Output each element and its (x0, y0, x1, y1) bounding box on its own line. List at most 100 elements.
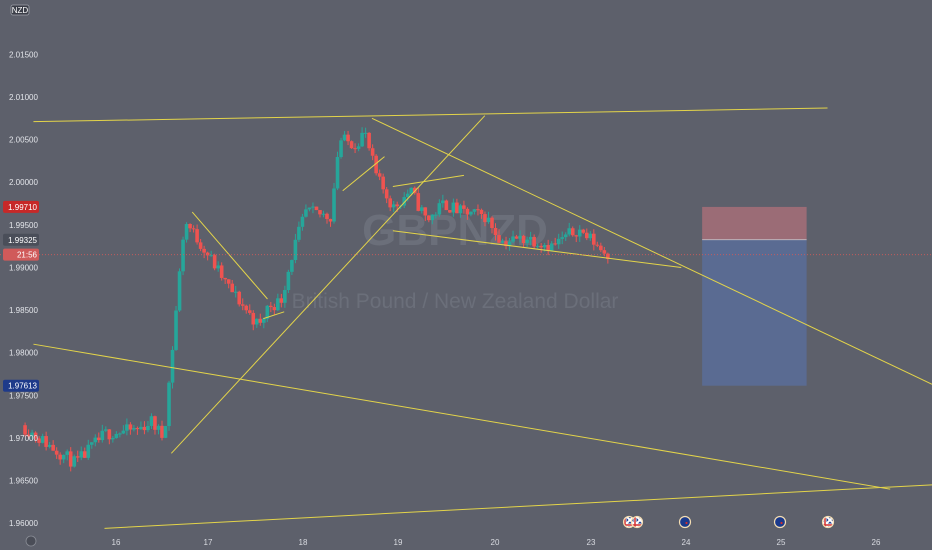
candle-body (514, 236, 519, 239)
candle-body (409, 187, 414, 194)
upper-resistance-line (33, 107, 828, 123)
candle-body (163, 426, 168, 438)
candle (93, 434, 98, 447)
candle (514, 234, 519, 239)
candle (216, 261, 220, 272)
candle-body (195, 229, 199, 243)
price-badge: 21:56 (3, 248, 39, 261)
candle-body (570, 228, 575, 236)
candle-body (493, 227, 498, 236)
candle (251, 310, 256, 331)
candle-body (290, 260, 294, 272)
candle-body (262, 318, 266, 323)
candle (556, 233, 561, 249)
candle-body (405, 193, 410, 198)
x-tick-label: 23 (587, 538, 596, 547)
candle (535, 243, 540, 249)
candle (381, 173, 385, 194)
candle-body (216, 265, 220, 269)
y-tick-label: 2.00500 (9, 136, 38, 145)
candle-body (395, 204, 400, 207)
candle (65, 449, 70, 461)
candle-body (72, 456, 77, 467)
candle-body (391, 204, 396, 208)
candle-body (61, 454, 66, 460)
candle-body (54, 450, 59, 455)
candle (441, 194, 445, 208)
candle-body (549, 243, 554, 251)
nz-star (685, 521, 688, 525)
candle (532, 234, 536, 249)
candle-body (188, 223, 192, 229)
candle-body (370, 148, 375, 156)
candle (174, 306, 178, 351)
candle (97, 432, 101, 443)
candle (549, 241, 554, 252)
candle (490, 216, 494, 234)
candle-body (93, 437, 98, 443)
nz-flag-icon (773, 515, 787, 529)
candle (139, 421, 143, 431)
candle-body (300, 216, 305, 227)
candle (290, 259, 294, 275)
candle (219, 262, 224, 281)
symbol-badge-box (10, 4, 30, 16)
nz-flag-circle (678, 515, 692, 529)
candle (72, 454, 77, 468)
candle-body (128, 424, 133, 430)
candle (293, 233, 298, 264)
candle-body (47, 444, 52, 447)
candle-body (181, 239, 185, 272)
candle-body (269, 305, 273, 308)
candle (244, 304, 249, 314)
candle-body (142, 426, 147, 431)
price-badge-label: 1.99710 (8, 203, 37, 212)
candle-body (209, 255, 213, 257)
candle-body (563, 234, 568, 238)
candle (416, 187, 421, 212)
candle (262, 317, 266, 329)
candle (283, 285, 287, 308)
candle-body (560, 237, 565, 239)
price-badge-box (3, 233, 39, 246)
candle (276, 293, 280, 312)
candle-body (325, 213, 329, 219)
x-tick-label: 16 (112, 538, 121, 547)
candle (297, 221, 301, 243)
candle (595, 241, 600, 248)
x-tick-label: 19 (394, 538, 403, 547)
candle (588, 231, 593, 241)
price-badge-label: 1.99325 (8, 236, 37, 245)
candle-body (427, 215, 431, 221)
candle (318, 210, 322, 218)
candle-body (276, 298, 280, 311)
candle (577, 225, 582, 242)
candle-body (507, 241, 512, 247)
candle-body (146, 425, 150, 431)
uk-flag-icon (630, 515, 644, 529)
candle-body (198, 242, 203, 249)
candle-body (68, 451, 73, 467)
candle-body (86, 444, 91, 458)
candle (177, 268, 182, 312)
candle (61, 454, 66, 464)
candle (30, 429, 34, 440)
candle-body (254, 318, 259, 325)
price-badge-box (3, 379, 39, 392)
candle (497, 229, 501, 244)
mini-line (263, 311, 285, 320)
candle-body (588, 233, 593, 239)
candle-body (437, 203, 442, 215)
candle (75, 450, 80, 462)
candle-body (30, 432, 34, 437)
y-tick-label: 2.00000 (9, 178, 38, 187)
candle (430, 214, 435, 225)
candle (592, 229, 596, 251)
candle (132, 425, 136, 432)
price-badge-label: 21:56 (17, 251, 38, 260)
candle (346, 130, 350, 146)
candle-body (304, 209, 308, 217)
candle-body (419, 207, 424, 211)
candle (374, 154, 378, 176)
candle (118, 432, 122, 438)
